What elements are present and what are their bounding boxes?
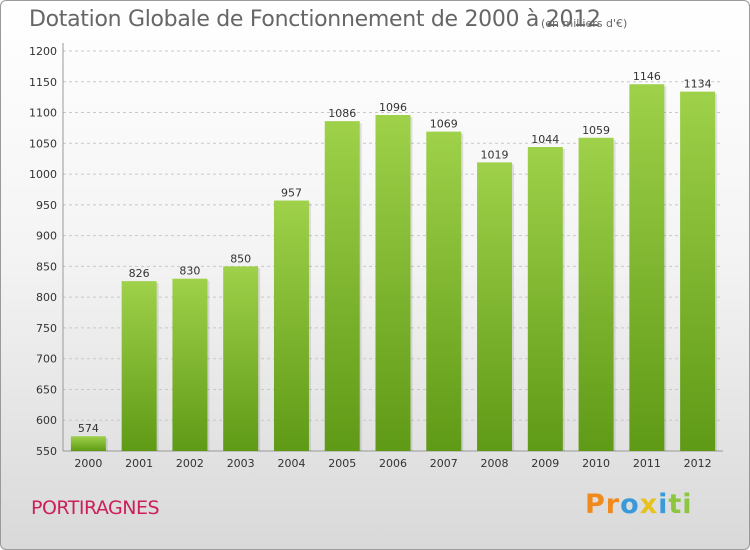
data-label-2000: 574 (78, 422, 99, 435)
data-label-2012: 1134 (684, 78, 712, 91)
y-tick-label: 1200 (29, 45, 57, 58)
y-tick-label: 1000 (29, 168, 57, 181)
proxiti-logo: Proxiti (585, 489, 693, 520)
data-label-2007: 1069 (430, 118, 458, 131)
y-tick-label: 800 (36, 291, 57, 304)
data-label-2001: 826 (129, 267, 150, 280)
y-tick-label: 1150 (29, 76, 57, 89)
x-tick-label: 2004 (277, 457, 305, 470)
logo-letter: r (605, 489, 621, 520)
y-tick-label: 950 (36, 199, 57, 212)
x-tick-label: 2002 (176, 457, 204, 470)
x-tick-label: 2007 (430, 457, 458, 470)
logo-letter: o (620, 489, 640, 520)
x-tick-label: 2008 (481, 457, 509, 470)
logo-letter: P (585, 489, 606, 520)
y-tick-label: 850 (36, 260, 57, 273)
x-tick-label: 2005 (328, 457, 356, 470)
logo-letter: x (639, 489, 659, 520)
y-tick-label: 700 (36, 353, 57, 366)
chart-title: Dotation Globale de Fonctionnement de 20… (29, 7, 601, 32)
bar-2002 (172, 278, 208, 451)
y-tick-label: 650 (36, 383, 57, 396)
data-label-2003: 850 (230, 252, 251, 265)
bar-2004 (273, 200, 309, 451)
bar-2006 (375, 115, 411, 451)
y-tick-label: 600 (36, 414, 57, 427)
bars (70, 84, 718, 452)
bar-2011 (629, 84, 665, 451)
bar-2001 (121, 281, 157, 451)
data-label-2010: 1059 (582, 124, 610, 137)
bar-2005 (324, 121, 360, 452)
y-tick-label: 1050 (29, 137, 57, 150)
data-label-2009: 1044 (531, 133, 559, 146)
chart-subtitle: (en milliers d'€) (541, 17, 628, 30)
data-label-2011: 1146 (633, 70, 661, 83)
x-tick-label: 2012 (684, 457, 712, 470)
bar-2000 (70, 436, 106, 451)
y-tick-label: 750 (36, 322, 57, 335)
data-label-2008: 1019 (481, 148, 509, 161)
bar-2008 (477, 162, 513, 451)
logo-letter: t (668, 489, 683, 520)
bar-2007 (426, 131, 462, 451)
x-tick-label: 2010 (582, 457, 610, 470)
data-label-2004: 957 (281, 187, 302, 200)
x-tick-label: 2006 (379, 457, 407, 470)
bar-2010 (578, 137, 614, 451)
bar-2012 (680, 91, 716, 451)
bar-2003 (223, 266, 259, 451)
logo-letter: i (682, 489, 693, 520)
labels: 574 826 830 850 957 1086 1096 1069 1019 1044 1059 1… (78, 70, 712, 435)
x-tick-label: 2003 (227, 457, 255, 470)
data-label-2006: 1096 (379, 101, 407, 114)
x-tick-label: 2001 (125, 457, 153, 470)
y-tick-label: 1100 (29, 107, 57, 120)
x-tick-label: 2009 (531, 457, 559, 470)
bar-2009 (527, 147, 563, 451)
y-tick-label: 550 (36, 445, 57, 458)
logo-letter: i (658, 489, 669, 520)
data-label-2005: 1086 (328, 107, 356, 120)
data-label-2002: 830 (179, 265, 200, 278)
x-tick-label: 2011 (633, 457, 661, 470)
y-tick-label: 900 (36, 230, 57, 243)
commune-name: PORTIRAGNES (31, 497, 160, 519)
x-tick-label: 2000 (74, 457, 102, 470)
